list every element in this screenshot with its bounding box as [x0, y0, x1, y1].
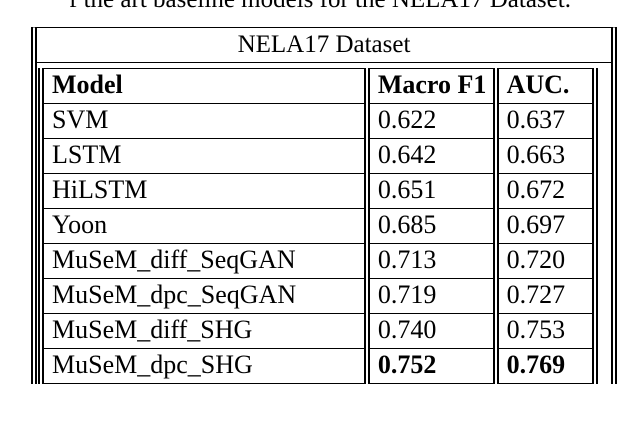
table-frame: NELA17 Dataset Model Macro F1 AUC. SVM 0.622…	[31, 27, 617, 384]
cell: 0.622	[363, 103, 497, 139]
caption: f the art baseline models for the NELA17…	[0, 0, 640, 14]
cell: 0.727	[492, 278, 596, 314]
data-row: MuSeM_diff_SHG 0.740 0.753	[40, 313, 596, 349]
header-cell: Macro F1	[363, 68, 497, 104]
header-cell: Model	[40, 68, 368, 104]
cell: Yoon	[40, 208, 368, 244]
cell: SVM	[40, 103, 368, 139]
cell: 0.651	[363, 173, 497, 209]
cell: 0.753	[492, 313, 596, 349]
cell: 0.713	[363, 243, 497, 279]
header-row: Model Macro F1 AUC.	[40, 68, 596, 104]
header-cell: AUC.	[492, 68, 596, 104]
data-row: MuSeM_diff_SeqGAN 0.713 0.720	[40, 243, 596, 279]
cell: MuSeM_dpc_SeqGAN	[40, 278, 368, 314]
cell: 0.697	[492, 208, 596, 244]
data-row: LSTM 0.642 0.663	[40, 138, 596, 174]
cell: 0.672	[492, 173, 596, 209]
data-row: Yoon 0.685 0.697	[40, 208, 596, 244]
cell: 0.685	[363, 208, 497, 244]
cell: 0.719	[363, 278, 497, 314]
data-row: SVM 0.622 0.637	[40, 103, 596, 139]
cell: 0.720	[492, 243, 596, 279]
cell: 0.663	[492, 138, 596, 174]
cell: 0.752	[363, 348, 497, 384]
cell: 0.769	[492, 348, 596, 384]
cell: MuSeM_diff_SeqGAN	[40, 243, 368, 279]
cell: LSTM	[40, 138, 368, 174]
results-table: Model Macro F1 AUC. SVM 0.622 0.637 LSTM 0.642 0…	[38, 68, 598, 384]
cell: 0.740	[363, 313, 497, 349]
cell: 0.637	[492, 103, 596, 139]
cell: MuSeM_dpc_SHG	[40, 348, 368, 384]
data-row: MuSeM_dpc_SHG 0.752 0.769	[40, 348, 596, 384]
cell: MuSeM_diff_SHG	[40, 313, 368, 349]
data-row: MuSeM_dpc_SeqGAN 0.719 0.727	[40, 278, 596, 314]
cell: HiLSTM	[40, 173, 368, 209]
data-row: HiLSTM 0.651 0.672	[40, 173, 596, 209]
cell: 0.642	[363, 138, 497, 174]
table-title: NELA17 Dataset	[37, 28, 611, 63]
